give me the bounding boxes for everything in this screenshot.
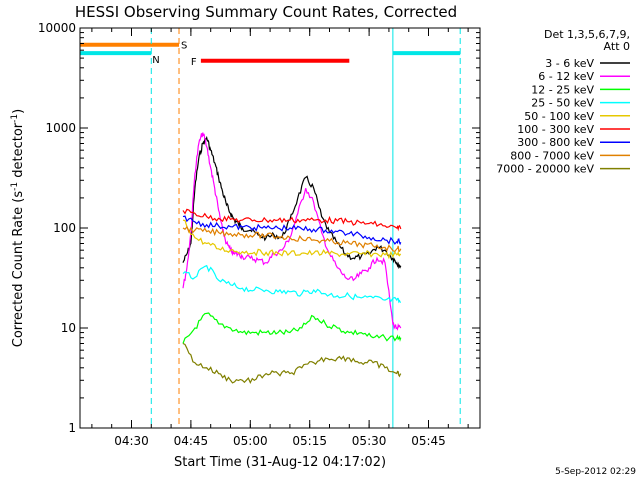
series-line — [182, 312, 402, 344]
plot-frame — [79, 27, 481, 429]
legend-header: Det 1,3,5,6,7,9, — [544, 28, 630, 41]
y-tick-label: 1 — [68, 421, 76, 435]
x-tick-label: 05:00 — [233, 434, 268, 448]
y-tick-label: 10000 — [38, 21, 76, 35]
y-axis-label-main: Corrected Count Rate (s — [11, 191, 26, 348]
legend-subheader: Att 0 — [604, 40, 630, 53]
legend-entry-label: 6 - 12 keV — [538, 70, 594, 83]
flag-bars: S N F — [80, 41, 461, 68]
series-line — [182, 219, 402, 260]
timestamp: 5-Sep-2012 02:29 — [555, 467, 636, 477]
flag-label: F — [191, 57, 197, 68]
y-axis-label-sup: -1 — [10, 182, 20, 191]
x-tick-label: 04:30 — [114, 434, 149, 448]
x-tick-label: 04:45 — [174, 434, 209, 448]
x-tick-label: 05:15 — [292, 434, 327, 448]
series-line — [182, 264, 402, 304]
flag-label: S — [181, 41, 187, 52]
legend-entry-label: 100 - 300 keV — [517, 123, 594, 136]
series-line — [182, 225, 402, 253]
series-line — [182, 135, 402, 270]
legend-entry-label: 7000 - 20000 keV — [496, 163, 594, 176]
legend-entry-label: 12 - 25 keV — [531, 83, 594, 96]
legend-entry-label: 3 - 6 keV — [545, 57, 594, 70]
legend-entry-label: 50 - 100 keV — [524, 110, 594, 123]
series-line — [182, 215, 402, 246]
series-line — [182, 208, 402, 232]
legend-entry-label: 25 - 50 keV — [531, 97, 594, 110]
axis-ticks: 04:30 04:45 05:00 05:15 05:30 05:45 1 10 100 1000… — [38, 21, 480, 448]
legend-entry-label: 800 - 7000 keV — [510, 149, 594, 162]
time-markers — [150, 28, 461, 428]
y-axis-label-sup2: -1 — [10, 114, 20, 123]
series-lines — [182, 132, 402, 384]
chart-title: HESSI Observing Summary Count Rates, Cor… — [75, 3, 457, 21]
x-tick-label: 05:30 — [352, 434, 387, 448]
y-tick-label: 1000 — [45, 121, 76, 135]
y-tick-label: 10 — [61, 321, 76, 335]
series-line — [182, 132, 402, 331]
y-axis-label-end: ) — [11, 109, 26, 114]
legend-entry-label: 300 - 800 keV — [517, 136, 594, 149]
y-axis-label-rest: detector — [11, 122, 26, 182]
series-line — [182, 342, 402, 384]
y-tick-label: 100 — [53, 221, 76, 235]
x-tick-label: 05:45 — [411, 434, 446, 448]
flag-label: N — [152, 55, 159, 66]
x-axis-label: Start Time (31-Aug-12 04:17:02) — [174, 455, 386, 470]
y-axis-label: Corrected Count Rate (s-1 detector-1) — [10, 109, 26, 347]
